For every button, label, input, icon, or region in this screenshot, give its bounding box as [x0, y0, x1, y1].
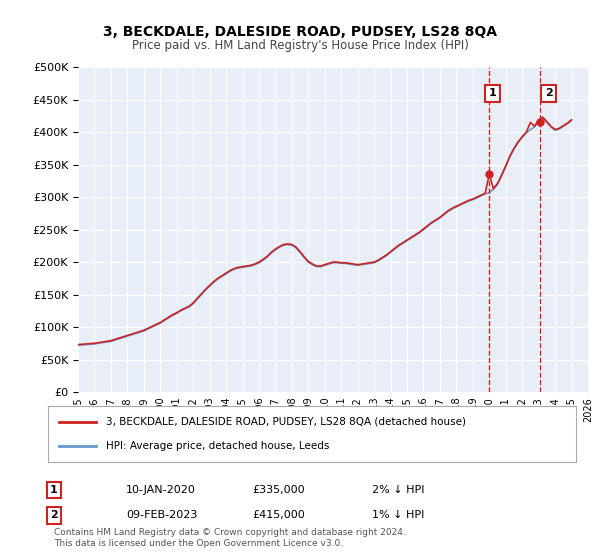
Text: 10-JAN-2020: 10-JAN-2020: [126, 485, 196, 495]
Text: 3, BECKDALE, DALESIDE ROAD, PUDSEY, LS28 8QA: 3, BECKDALE, DALESIDE ROAD, PUDSEY, LS28…: [103, 25, 497, 39]
Text: 1% ↓ HPI: 1% ↓ HPI: [372, 510, 424, 520]
Text: 09-FEB-2023: 09-FEB-2023: [126, 510, 197, 520]
Text: 2: 2: [545, 88, 553, 98]
Text: £415,000: £415,000: [252, 510, 305, 520]
Text: 2: 2: [50, 510, 58, 520]
Text: 2% ↓ HPI: 2% ↓ HPI: [372, 485, 425, 495]
Text: Price paid vs. HM Land Registry's House Price Index (HPI): Price paid vs. HM Land Registry's House …: [131, 39, 469, 52]
Text: Contains HM Land Registry data © Crown copyright and database right 2024.
This d: Contains HM Land Registry data © Crown c…: [54, 528, 406, 548]
Text: HPI: Average price, detached house, Leeds: HPI: Average price, detached house, Leed…: [106, 441, 329, 451]
Text: £335,000: £335,000: [252, 485, 305, 495]
Text: 1: 1: [50, 485, 58, 495]
Text: 1: 1: [489, 88, 496, 98]
Text: 3, BECKDALE, DALESIDE ROAD, PUDSEY, LS28 8QA (detached house): 3, BECKDALE, DALESIDE ROAD, PUDSEY, LS28…: [106, 417, 466, 427]
